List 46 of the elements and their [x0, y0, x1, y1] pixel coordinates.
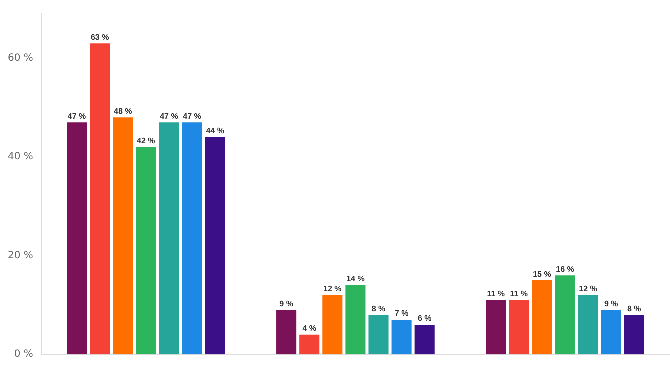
bar	[322, 295, 343, 355]
data-label: 12 %	[324, 284, 342, 294]
bar	[205, 137, 226, 355]
bar	[578, 295, 598, 355]
y-tick-label: 40 %	[8, 152, 34, 163]
bar	[276, 310, 297, 355]
data-label: 44 %	[206, 126, 224, 136]
bar	[624, 315, 644, 355]
bar	[392, 320, 412, 355]
data-label: 9 %	[604, 299, 618, 308]
data-label: 47 %	[160, 112, 178, 121]
y-tick-label: 20 %	[8, 250, 34, 262]
data-label: 14 %	[346, 274, 365, 284]
data-label: 7 %	[394, 309, 409, 318]
bar	[136, 147, 156, 355]
data-label: 63 %	[90, 32, 110, 42]
bar	[555, 276, 576, 355]
bar	[486, 300, 506, 355]
data-label: 11 %	[487, 290, 505, 299]
data-label: 6 %	[418, 314, 432, 324]
data-label: 42 %	[137, 136, 156, 146]
bar	[113, 118, 134, 355]
data-label: 12 %	[579, 284, 598, 294]
bar	[601, 310, 622, 355]
bar	[90, 44, 110, 355]
data-label: 8 %	[372, 304, 386, 314]
data-label: 4 %	[302, 324, 317, 334]
bar	[346, 285, 366, 355]
data-label: 48 %	[114, 106, 132, 116]
data-label: 8 %	[627, 304, 642, 314]
bar	[509, 300, 530, 355]
data-label: 47 %	[68, 112, 86, 121]
bar	[368, 315, 389, 355]
bar	[300, 334, 320, 355]
bar	[532, 280, 552, 355]
data-label: 11 %	[510, 290, 528, 299]
data-label: 16 %	[556, 264, 574, 274]
data-label: 15 %	[533, 270, 552, 279]
data-label: 47 %	[183, 112, 202, 121]
bar	[159, 122, 180, 355]
y-tick-label: 0 %	[14, 349, 34, 360]
bar	[67, 122, 88, 355]
bar	[414, 324, 435, 355]
y-tick-label: 60 %	[8, 53, 34, 64]
data-label: 9 %	[280, 299, 294, 308]
bar	[182, 122, 202, 355]
